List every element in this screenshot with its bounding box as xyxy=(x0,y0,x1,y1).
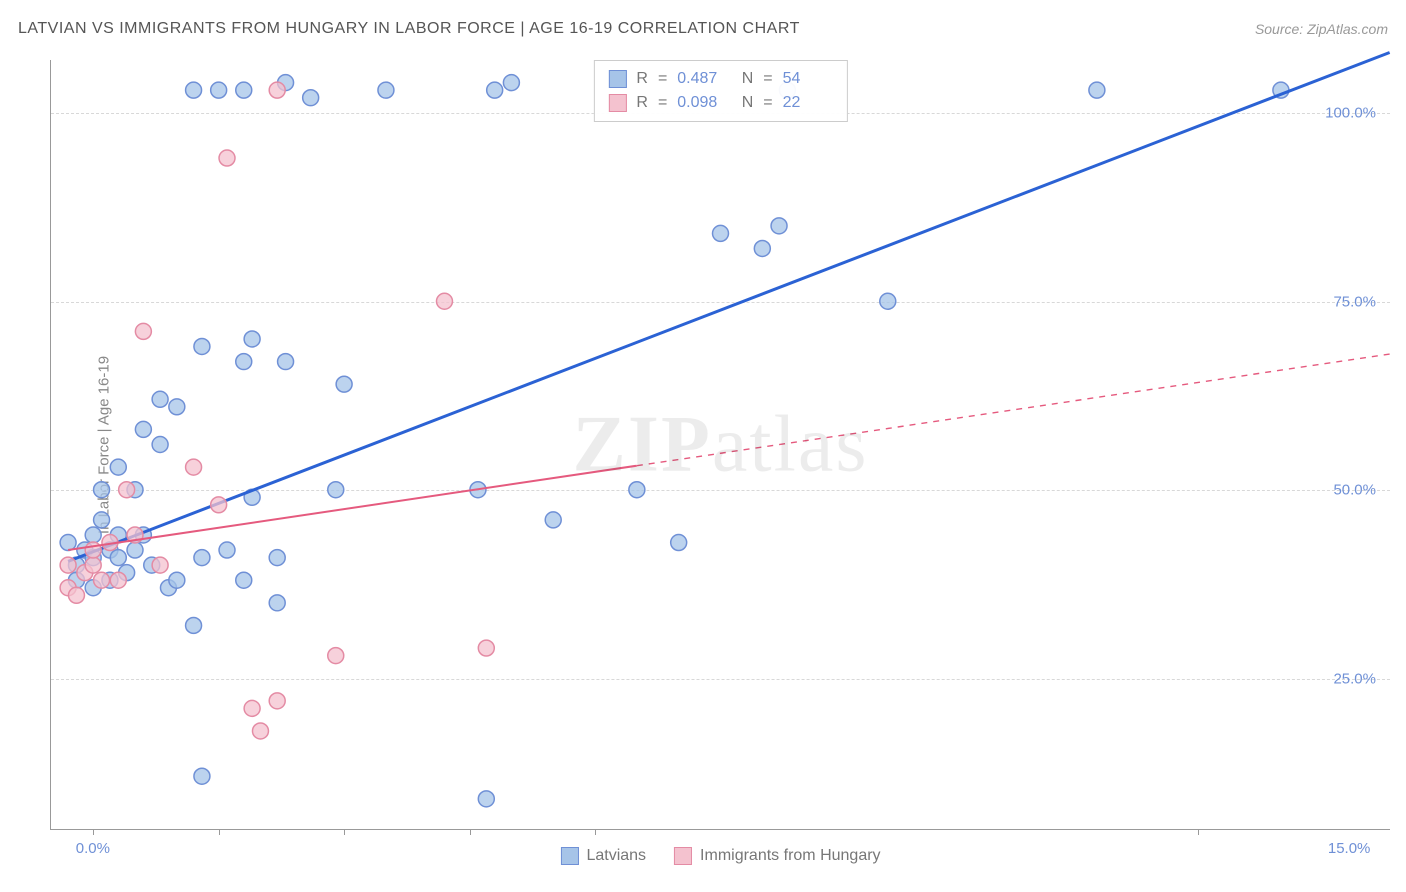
data-point xyxy=(110,572,126,588)
data-point xyxy=(152,391,168,407)
data-point xyxy=(194,339,210,355)
data-point xyxy=(194,550,210,566)
data-point xyxy=(671,535,687,551)
data-point xyxy=(186,459,202,475)
data-point xyxy=(487,82,503,98)
data-point xyxy=(85,542,101,558)
data-point xyxy=(119,482,135,498)
x-tick-mark xyxy=(595,829,596,835)
stat-n-label: N xyxy=(737,91,753,115)
data-point xyxy=(436,293,452,309)
x-tick-mark xyxy=(344,829,345,835)
x-tick-mark xyxy=(1198,829,1199,835)
data-point xyxy=(219,542,235,558)
data-point xyxy=(236,354,252,370)
scatter-plot xyxy=(51,60,1390,829)
data-point xyxy=(110,459,126,475)
data-point xyxy=(186,82,202,98)
stat-r-label: R xyxy=(636,91,648,115)
legend-item: Latvians xyxy=(560,847,646,865)
data-point xyxy=(211,82,227,98)
data-point xyxy=(478,640,494,656)
data-point xyxy=(135,323,151,339)
x-tick-label: 0.0% xyxy=(76,840,110,857)
data-point xyxy=(110,550,126,566)
data-point xyxy=(236,82,252,98)
x-tick-mark xyxy=(219,829,220,835)
data-point xyxy=(152,437,168,453)
data-point xyxy=(269,595,285,611)
data-point xyxy=(880,293,896,309)
data-point xyxy=(378,82,394,98)
data-point xyxy=(94,482,110,498)
legend-item: Immigrants from Hungary xyxy=(674,847,881,865)
plot-region: In Labor Force | Age 16-19 25.0%50.0%75.… xyxy=(50,60,1390,830)
data-point xyxy=(152,557,168,573)
data-point xyxy=(219,150,235,166)
trend-line xyxy=(68,466,637,550)
title-bar: LATVIAN VS IMMIGRANTS FROM HUNGARY IN LA… xyxy=(18,20,1388,38)
data-point xyxy=(60,535,76,551)
source-attribution: Source: ZipAtlas.com xyxy=(1255,21,1388,37)
data-point xyxy=(503,75,519,91)
data-point xyxy=(186,617,202,633)
data-point xyxy=(269,693,285,709)
data-point xyxy=(328,648,344,664)
trend-line-dashed xyxy=(637,354,1390,466)
stat-r-value: 0.098 xyxy=(677,91,727,115)
data-point xyxy=(771,218,787,234)
series-swatch xyxy=(608,94,626,112)
data-point xyxy=(252,723,268,739)
x-tick-label: 15.0% xyxy=(1328,840,1371,857)
legend-swatch xyxy=(674,847,692,865)
trend-line xyxy=(68,52,1390,561)
data-point xyxy=(713,225,729,241)
data-point xyxy=(68,587,84,603)
data-point xyxy=(94,572,110,588)
legend-label: Immigrants from Hungary xyxy=(700,847,881,865)
stat-n-label: N xyxy=(737,67,753,91)
data-point xyxy=(85,527,101,543)
data-point xyxy=(135,421,151,437)
data-point xyxy=(269,82,285,98)
data-point xyxy=(169,399,185,415)
x-tick-mark xyxy=(470,829,471,835)
data-point xyxy=(336,376,352,392)
data-point xyxy=(85,557,101,573)
legend-swatch xyxy=(560,847,578,865)
stats-row: R=0.487 N=54 xyxy=(608,67,832,91)
data-point xyxy=(478,791,494,807)
data-point xyxy=(127,542,143,558)
data-point xyxy=(278,354,294,370)
stat-n-value: 54 xyxy=(783,67,833,91)
data-point xyxy=(303,90,319,106)
stats-row: R=0.098 N=22 xyxy=(608,91,832,115)
stat-n-value: 22 xyxy=(783,91,833,115)
data-point xyxy=(754,240,770,256)
data-point xyxy=(1089,82,1105,98)
data-point xyxy=(244,700,260,716)
legend-bottom: Latvians Immigrants from Hungary xyxy=(560,847,880,865)
stat-r-value: 0.487 xyxy=(677,67,727,91)
data-point xyxy=(328,482,344,498)
data-point xyxy=(236,572,252,588)
stat-r-label: R xyxy=(636,67,648,91)
data-point xyxy=(169,572,185,588)
legend-label: Latvians xyxy=(586,847,646,865)
data-point xyxy=(211,497,227,513)
data-point xyxy=(269,550,285,566)
data-point xyxy=(629,482,645,498)
data-point xyxy=(94,512,110,528)
data-point xyxy=(194,768,210,784)
data-point xyxy=(244,331,260,347)
stats-legend-box: R=0.487 N=54R=0.098 N=22 xyxy=(593,60,847,122)
x-tick-mark xyxy=(93,829,94,835)
chart-title: LATVIAN VS IMMIGRANTS FROM HUNGARY IN LA… xyxy=(18,20,800,38)
data-point xyxy=(60,557,76,573)
data-point xyxy=(545,512,561,528)
series-swatch xyxy=(608,70,626,88)
